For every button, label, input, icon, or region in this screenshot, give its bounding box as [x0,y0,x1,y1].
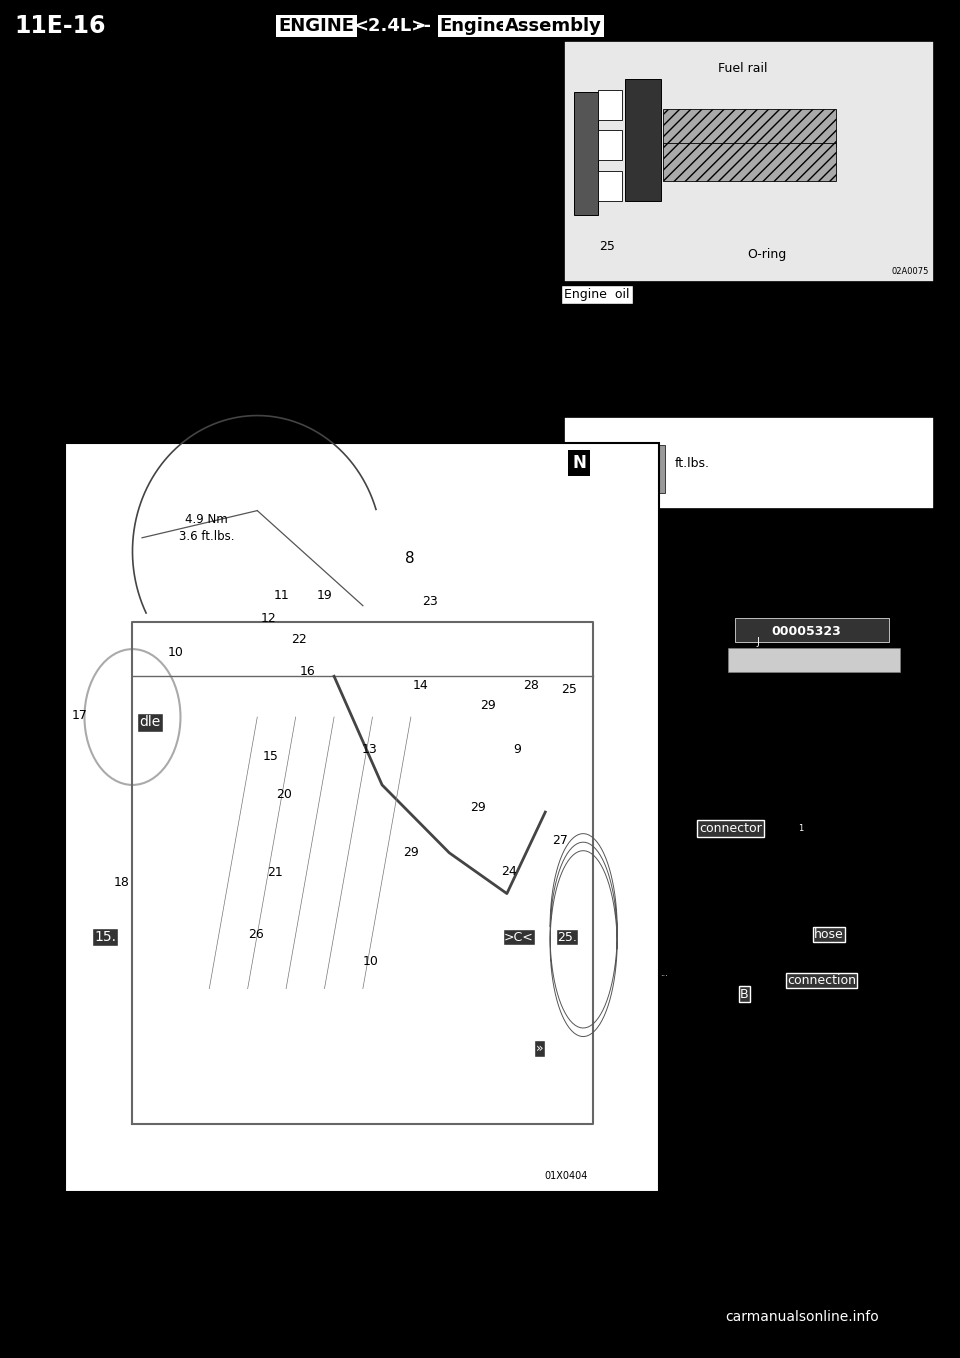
Text: 10: 10 [168,646,184,660]
FancyBboxPatch shape [564,41,934,282]
Text: 22: 22 [291,633,306,646]
Text: J: J [756,637,759,648]
Text: Fuel rail: Fuel rail [718,62,768,76]
FancyBboxPatch shape [598,171,622,201]
Text: 20: 20 [276,788,293,801]
Text: 14: 14 [413,679,428,693]
Text: N: N [572,454,586,473]
Text: 24: 24 [501,865,516,879]
Text: <2.4L>: <2.4L> [353,16,426,35]
Text: 25.: 25. [557,930,577,944]
Text: B: B [740,987,749,1001]
FancyBboxPatch shape [625,79,661,201]
Text: 27: 27 [552,834,568,847]
Text: 21: 21 [267,866,282,880]
FancyBboxPatch shape [598,90,622,120]
Text: 12: 12 [261,612,276,626]
Text: 1: 1 [798,824,803,832]
FancyBboxPatch shape [735,618,889,642]
Text: 4.9 Nm
3.6 ft.lbs.: 4.9 Nm 3.6 ft.lbs. [179,513,234,543]
Text: J: J [478,629,482,640]
Text: 01X0404: 01X0404 [544,1172,588,1181]
Text: 11: 11 [274,589,289,603]
Text: connection: connection [787,974,856,987]
Text: 8: 8 [405,551,415,566]
Text: connector: connector [699,822,761,835]
Text: hose: hose [814,928,844,941]
Text: ft.lbs.: ft.lbs. [675,456,709,470]
Text: 26: 26 [248,928,263,941]
Text: ENGINE: ENGINE [278,16,354,35]
Text: >C<: >C< [504,930,534,944]
Text: --: -- [416,16,431,35]
FancyBboxPatch shape [65,443,659,1192]
Text: 15.: 15. [94,930,116,944]
Text: 02A0075: 02A0075 [892,266,929,276]
Text: 19: 19 [317,589,332,603]
Text: 9: 9 [514,743,521,756]
Text: 28: 28 [523,679,540,693]
Text: 17: 17 [72,709,88,722]
FancyBboxPatch shape [728,648,900,672]
Text: carmanualsonline.info: carmanualsonline.info [725,1310,878,1324]
FancyBboxPatch shape [598,130,622,160]
FancyBboxPatch shape [0,0,960,52]
Text: Engine: Engine [440,16,509,35]
Text: 25: 25 [562,683,578,697]
Text: 13: 13 [362,743,377,756]
Text: Assembly: Assembly [505,16,602,35]
Text: 23: 23 [422,595,438,608]
Text: O-ring: O-ring [747,247,786,261]
Text: 15: 15 [263,750,279,763]
Text: 29: 29 [470,801,486,815]
Text: Engine  oil: Engine oil [564,288,630,301]
Text: 00005323: 00005323 [772,625,841,638]
FancyBboxPatch shape [663,143,836,181]
Text: 16: 16 [300,665,315,679]
FancyBboxPatch shape [608,445,665,493]
Text: 11E-16: 11E-16 [14,14,106,38]
Text: 18: 18 [113,876,130,889]
Text: 29: 29 [403,846,419,860]
Text: 25: 25 [599,239,615,253]
Text: 10: 10 [363,955,379,968]
Text: »: » [536,1042,543,1055]
Text: ...: ... [660,970,668,978]
Text: 29: 29 [480,699,495,713]
FancyBboxPatch shape [564,417,934,509]
FancyBboxPatch shape [663,109,836,147]
Text: dle: dle [139,716,160,729]
FancyBboxPatch shape [574,92,598,215]
